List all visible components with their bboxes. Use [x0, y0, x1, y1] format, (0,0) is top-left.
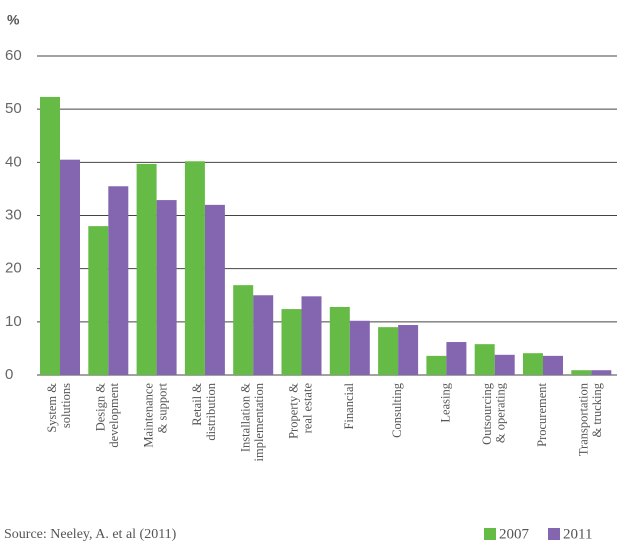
bar — [494, 354, 515, 375]
bar — [88, 226, 109, 375]
y-tick-label: 0 — [5, 366, 13, 383]
bar — [184, 161, 205, 375]
y-tick-label: 60 — [5, 47, 22, 64]
y-tick-label: 50 — [5, 100, 22, 117]
bar — [591, 370, 612, 375]
y-tick-label: 30 — [5, 206, 22, 223]
x-tick-label: Leasing — [438, 382, 452, 422]
x-tick-label: Outsourcing& operating — [480, 382, 508, 445]
x-tick-label: Installation &implementation — [238, 382, 266, 461]
y-tick-label: 40 — [5, 153, 22, 170]
x-tick-label: Financial — [342, 382, 356, 429]
bar — [329, 306, 350, 375]
bar — [204, 204, 225, 375]
legend-swatch — [548, 528, 560, 540]
bar — [398, 325, 419, 375]
x-tick-label: System &solutions — [45, 383, 73, 433]
bar — [474, 344, 495, 375]
y-axis-label: % — [7, 12, 20, 28]
bar — [233, 285, 254, 375]
bar — [156, 200, 177, 375]
x-tick-label: Procurement — [535, 382, 549, 446]
bar — [426, 355, 447, 375]
x-tick-label: Maintenance& support — [142, 382, 170, 447]
bar — [378, 327, 399, 375]
legend-swatch — [484, 528, 496, 540]
y-tick-label: 20 — [5, 260, 22, 277]
bar — [253, 295, 274, 375]
x-tick-label: Retail &distribution — [190, 382, 218, 440]
bar — [281, 309, 302, 375]
x-tick-label: Consulting — [390, 382, 404, 438]
x-tick-label: Design &development — [93, 382, 121, 447]
bar — [349, 320, 370, 375]
bar — [543, 355, 563, 375]
bar — [108, 186, 129, 375]
bar — [40, 96, 60, 376]
y-tick-label: 10 — [5, 313, 22, 330]
bar — [523, 353, 543, 375]
bar — [136, 163, 157, 375]
source: Source: Neeley, A. et al (2011) — [4, 527, 177, 542]
x-tick-label: Property &real estate — [287, 383, 315, 439]
bar — [571, 370, 592, 375]
bar — [301, 296, 322, 375]
bar — [60, 159, 80, 375]
legend-label: 2011 — [563, 526, 592, 542]
legend-label: 2007 — [499, 526, 530, 542]
x-tick-label: Transportation& trucking — [576, 382, 604, 456]
bar — [446, 342, 467, 375]
